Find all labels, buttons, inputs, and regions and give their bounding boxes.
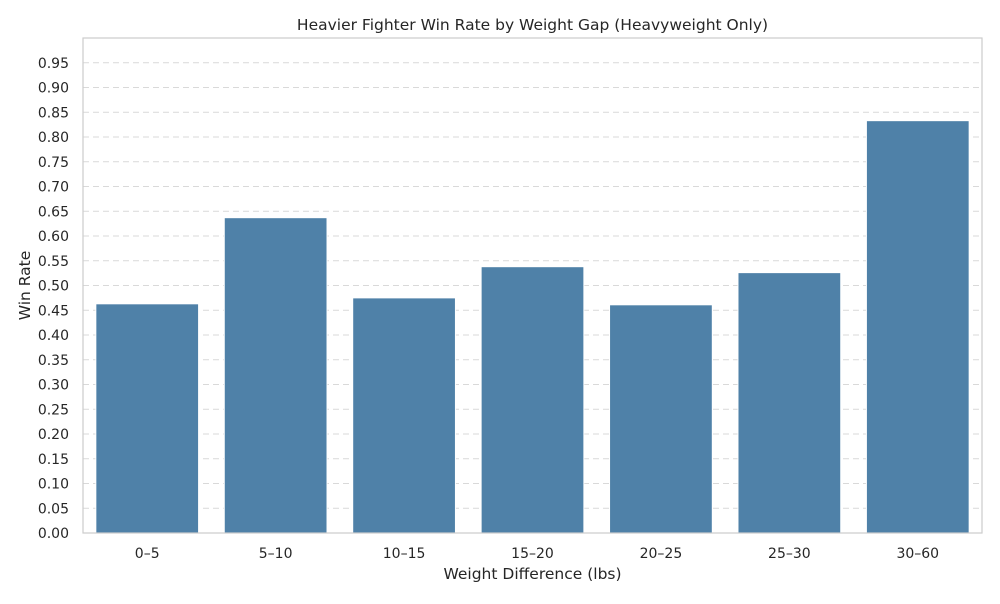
chart-title: Heavier Fighter Win Rate by Weight Gap (…	[297, 16, 768, 34]
x-tick-label: 0–5	[135, 546, 160, 562]
y-tick-label: 0.80	[38, 130, 69, 146]
y-tick-label: 0.45	[38, 303, 69, 319]
y-tick-label: 0.55	[38, 254, 69, 270]
x-tick-label: 30–60	[896, 546, 939, 562]
bar-4	[609, 304, 713, 534]
bar-3	[480, 266, 585, 534]
y-tick-label: 0.90	[38, 81, 69, 97]
y-tick-label: 0.50	[38, 279, 69, 295]
bars	[95, 120, 970, 534]
y-axis-label: Win Rate	[16, 251, 34, 321]
x-tick-label: 20–25	[640, 546, 683, 562]
y-tick-label: 0.00	[38, 526, 69, 542]
y-tick-label: 0.05	[38, 501, 69, 517]
x-axis-label: Weight Difference (lbs)	[443, 565, 621, 583]
x-tick-label: 15–20	[511, 546, 554, 562]
y-tick-label: 0.85	[38, 105, 69, 121]
bar-2	[352, 297, 456, 534]
bar-0	[95, 303, 200, 534]
y-tick-label: 0.65	[38, 204, 69, 220]
x-tick-label: 5–10	[259, 546, 293, 562]
y-tick-label: 0.10	[38, 477, 69, 493]
y-tick-label: 0.75	[38, 155, 69, 171]
y-tick-label: 0.60	[38, 229, 69, 245]
x-tick-label: 25–30	[768, 546, 811, 562]
y-tick-labels: 0.00 0.05 0.10 0.15 0.20 0.25 0.30 0.35 0.40 0.45…	[38, 56, 69, 542]
x-tick-labels: 0–5 5–10 10–15 15–20 20–25 25–30 30–60	[135, 546, 939, 562]
y-tick-label: 0.40	[38, 328, 69, 344]
plot-frame	[82, 37, 983, 534]
bar-5	[737, 272, 842, 534]
y-tick-label: 0.70	[38, 180, 69, 196]
y-tick-label: 0.30	[38, 378, 69, 394]
bar-6	[865, 120, 970, 534]
y-tick-label: 0.25	[38, 402, 69, 418]
bar-1	[223, 217, 328, 534]
x-tick-label: 10–15	[383, 546, 426, 562]
y-tick-label: 0.20	[38, 427, 69, 443]
y-tick-label: 0.95	[38, 56, 69, 72]
y-tick-label: 0.35	[38, 353, 69, 369]
y-tick-label: 0.15	[38, 452, 69, 468]
